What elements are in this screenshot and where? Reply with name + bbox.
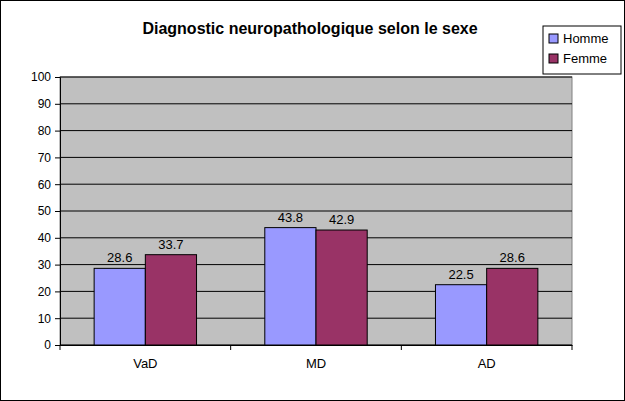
tick-label: 90 [38,97,52,111]
tick-mark [55,131,60,132]
tick-label: 20 [38,285,52,299]
tick: 30 [38,258,60,272]
grid-line [60,77,572,78]
tick-mark [55,184,60,185]
legend-swatch [549,34,558,43]
category-separator [572,345,573,350]
title: Diagnostic neuropathologique selon le se… [142,20,477,37]
tick-label: 80 [38,124,52,138]
tick-mark [55,157,60,158]
tick: VaD [133,356,157,371]
tick: 70 [38,151,60,165]
tick-mark [55,77,60,78]
bar [316,230,367,345]
data-label: 28.6 [107,250,132,265]
category-separator [230,345,231,350]
tick-mark [55,104,60,105]
tick: AD [478,356,496,371]
bar [94,268,145,345]
tick-mark [55,211,60,212]
data-label: 28.6 [500,250,525,265]
tick: 10 [38,312,60,326]
tick-mark [55,318,60,319]
tick-label: AD [478,356,496,371]
tick-label: 70 [38,151,52,165]
tick: 90 [38,97,60,111]
grid [60,77,572,345]
category-separator [401,345,402,350]
legend-swatch [549,54,558,63]
data-labels: 28.6 43.8 22.5 33.7 42.9 28.6 [107,210,525,282]
bar [435,285,486,345]
grid-line [60,184,572,185]
tick: 80 [38,124,60,138]
tick-mark [55,238,60,239]
legend-label: Femme [563,51,607,66]
tick-label: 10 [38,312,52,326]
legend-frame [543,26,621,74]
bar [265,228,316,345]
plot-background [60,77,572,345]
data-label: 42.9 [329,212,354,227]
tick: 60 [38,178,60,192]
tick: 100 [31,70,60,84]
tick-label: VaD [133,356,157,371]
tick: 20 [38,285,60,299]
axis-line [61,345,573,346]
bar [145,255,196,345]
tick-label: MD [306,356,326,371]
bars [94,228,538,345]
tick: 0 [44,338,60,352]
tick-mark [55,291,60,292]
tick-label: 50 [38,204,52,218]
axis-line [55,78,61,346]
chart: 28.6 43.8 22.5 33.7 42.9 28.6 0 10 20 30 40 50 60 70 8… [0,0,625,401]
grid-line [60,211,572,212]
grid-line [60,157,572,158]
tick: MD [306,356,326,371]
data-label: 33.7 [158,237,183,252]
x-axis: VaD MD AD [60,345,573,371]
tick-mark [55,345,60,346]
legend: Homme Femme [543,26,621,74]
tick-mark [55,265,60,266]
tick-label: 30 [38,258,52,272]
tick-label: 100 [31,70,51,84]
tick: 40 [38,231,60,245]
data-label: 22.5 [448,267,473,282]
grid-line [60,130,572,131]
tick-label: 60 [38,178,52,192]
tick: 50 [38,204,60,218]
y-axis: 0 10 20 30 40 50 60 70 80 90 100 [31,70,61,352]
category-separator [60,345,61,350]
tick-label: 0 [44,338,51,352]
data-label: 43.8 [278,210,303,225]
grid-line [60,103,572,104]
bar [487,268,538,345]
legend-label: Homme [563,31,609,46]
tick-label: 40 [38,231,52,245]
chart-frame [1,1,625,401]
